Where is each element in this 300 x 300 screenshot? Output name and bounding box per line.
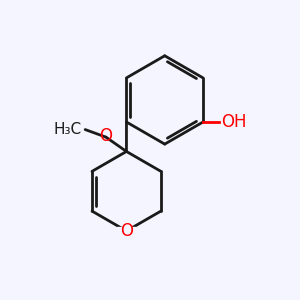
Text: OH: OH [220,113,246,131]
Text: O: O [120,222,133,240]
Text: H₃C: H₃C [53,122,82,137]
Text: O: O [99,127,112,145]
